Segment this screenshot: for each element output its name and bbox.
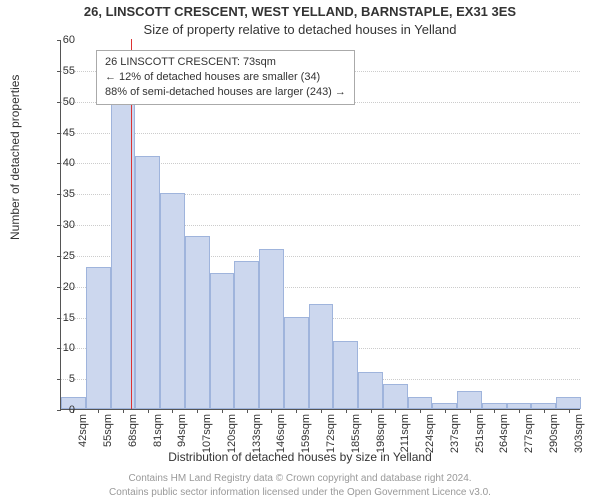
xtick-label: 237sqm	[449, 414, 461, 453]
xtick-mark	[197, 409, 198, 413]
xtick-mark	[371, 409, 372, 413]
xtick-label: 172sqm	[325, 414, 337, 453]
xtick-mark	[123, 409, 124, 413]
chart-title-line1: 26, LINSCOTT CRESCENT, WEST YELLAND, BAR…	[0, 4, 600, 19]
histogram-bar	[259, 249, 284, 409]
xtick-label: 224sqm	[424, 414, 436, 453]
xtick-mark	[247, 409, 248, 413]
xtick-label: 290sqm	[548, 414, 560, 453]
xtick-mark	[445, 409, 446, 413]
histogram-bar	[210, 273, 235, 409]
xtick-mark	[98, 409, 99, 413]
info-line-1: 26 LINSCOTT CRESCENT: 73sqm	[105, 55, 346, 70]
xtick-mark	[321, 409, 322, 413]
xtick-label: 251sqm	[474, 414, 486, 453]
xtick-label: 42sqm	[77, 414, 89, 447]
y-axis-label: Number of detached properties	[8, 75, 22, 240]
plot-area: 42sqm55sqm68sqm81sqm94sqm107sqm120sqm133…	[60, 40, 580, 410]
histogram-bar	[333, 341, 358, 409]
xtick-mark	[222, 409, 223, 413]
ytick-label: 50	[45, 96, 75, 108]
xtick-mark	[420, 409, 421, 413]
xtick-label: 68sqm	[127, 414, 139, 447]
ytick-label: 5	[45, 373, 75, 385]
gridline	[61, 133, 580, 134]
ytick-label: 0	[45, 404, 75, 416]
histogram-bar	[408, 397, 433, 409]
xtick-mark	[519, 409, 520, 413]
chart-container: 26, LINSCOTT CRESCENT, WEST YELLAND, BAR…	[0, 0, 600, 500]
xtick-label: 55sqm	[102, 414, 114, 447]
ytick-label: 25	[45, 250, 75, 262]
info-line-3: 88% of semi-detached houses are larger (…	[105, 85, 346, 100]
xtick-label: 277sqm	[523, 414, 535, 453]
xtick-label: 211sqm	[399, 414, 411, 452]
histogram-bar	[457, 391, 482, 410]
marker-info-box: 26 LINSCOTT CRESCENT: 73sqm ← 12% of det…	[96, 50, 355, 105]
xtick-mark	[296, 409, 297, 413]
xtick-mark	[346, 409, 347, 413]
x-axis-label: Distribution of detached houses by size …	[0, 450, 600, 464]
histogram-bar	[383, 384, 408, 409]
histogram-bar	[86, 267, 111, 409]
ytick-label: 10	[45, 342, 75, 354]
xtick-mark	[172, 409, 173, 413]
xtick-label: 81sqm	[152, 414, 164, 447]
ytick-label: 35	[45, 188, 75, 200]
xtick-mark	[470, 409, 471, 413]
xtick-label: 94sqm	[176, 414, 188, 447]
xtick-label: 107sqm	[201, 414, 213, 453]
ytick-label: 60	[45, 34, 75, 46]
xtick-label: 303sqm	[573, 414, 585, 453]
xtick-mark	[544, 409, 545, 413]
xtick-mark	[569, 409, 570, 413]
ytick-label: 15	[45, 312, 75, 324]
histogram-bar	[185, 236, 210, 409]
xtick-mark	[395, 409, 396, 413]
xtick-label: 185sqm	[350, 414, 362, 453]
ytick-label: 40	[45, 157, 75, 169]
info-line-2: ← 12% of detached houses are smaller (34…	[105, 70, 346, 85]
xtick-mark	[271, 409, 272, 413]
xtick-label: 264sqm	[498, 414, 510, 453]
footer-line2: Contains public sector information licen…	[0, 487, 600, 498]
xtick-label: 146sqm	[275, 414, 287, 453]
xtick-mark	[148, 409, 149, 413]
ytick-label: 20	[45, 281, 75, 293]
chart-title-line2: Size of property relative to detached ho…	[0, 22, 600, 37]
histogram-bar	[135, 156, 160, 409]
ytick-label: 30	[45, 219, 75, 231]
xtick-label: 120sqm	[226, 414, 238, 453]
footer-line1: Contains HM Land Registry data © Crown c…	[0, 473, 600, 484]
histogram-bar	[358, 372, 383, 409]
histogram-bar	[234, 261, 259, 409]
histogram-bar	[309, 304, 334, 409]
xtick-mark	[494, 409, 495, 413]
histogram-bar	[160, 193, 185, 409]
ytick-label: 55	[45, 65, 75, 77]
xtick-label: 159sqm	[300, 414, 312, 453]
histogram-bar	[556, 397, 581, 409]
xtick-label: 198sqm	[375, 414, 387, 453]
xtick-label: 133sqm	[251, 414, 263, 453]
ytick-label: 45	[45, 127, 75, 139]
histogram-bar	[284, 317, 309, 410]
